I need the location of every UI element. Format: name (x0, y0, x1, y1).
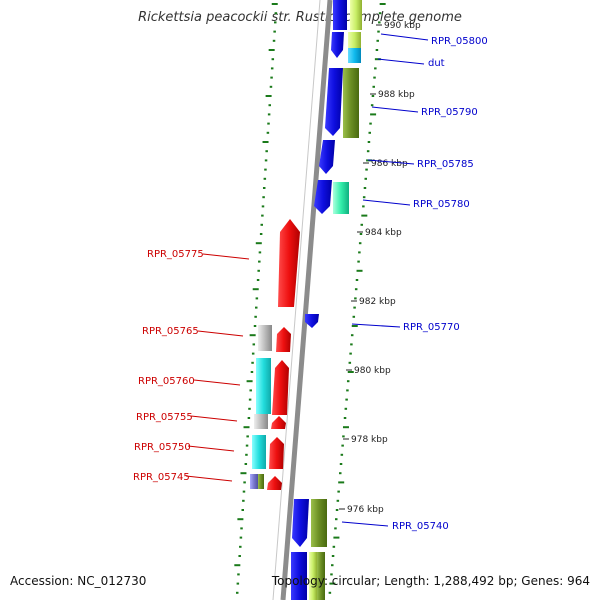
cog-rpr-05740 (311, 499, 327, 547)
cog-rpr-05750 (252, 435, 266, 469)
gene-leader-line (367, 159, 415, 165)
cds-rpr-05800 (333, 0, 347, 30)
genome-summary: Topology: circular; Length: 1,288,492 bp… (271, 574, 590, 588)
kbp-label: 976 kbp (347, 505, 384, 515)
cds-rpr-05740 (292, 499, 309, 547)
gene-label-reverse: RPR_05775 (147, 249, 204, 260)
gene-leader-line (197, 330, 244, 337)
gene-leader-line (362, 199, 411, 206)
cds-next-forward (291, 552, 307, 600)
cog-rpr-05745-a (250, 474, 258, 489)
genome-backbone (280, 0, 333, 600)
kbp-label: 990 kbp (384, 21, 421, 31)
kbp-label: 982 kbp (359, 297, 396, 307)
accession-label: Accession: NC_012730 (10, 574, 147, 588)
kbp-label: 984 kbp (365, 228, 402, 238)
cog-dut (348, 32, 361, 48)
gc-track-outer (328, 3, 386, 594)
cog-rpr-05765 (258, 325, 272, 351)
gene-leader-line (341, 521, 389, 527)
kbp-label: 988 kbp (378, 90, 415, 100)
gene-label-reverse: RPR_05750 (134, 442, 191, 453)
kbp-label: 980 kbp (354, 366, 391, 376)
cog-next-forward (309, 552, 317, 600)
genome-backbone-inner (272, 0, 321, 600)
cds-rpr-05760 (272, 360, 289, 415)
forward-cds-track (291, 0, 362, 600)
gene-leader-line (371, 106, 419, 113)
gene-label-forward: RPR_05800 (431, 36, 488, 47)
reverse-cds-track (250, 219, 300, 490)
gene-label-forward: RPR_05770 (403, 322, 460, 333)
cog-rpr-05780 (333, 182, 349, 214)
cds-rpr-05765 (276, 327, 291, 352)
cog-rpr-05760 (256, 358, 271, 414)
cds-rpr-05785 (319, 140, 335, 174)
gene-leader-line (193, 379, 241, 386)
gene-label-reverse: RPR_05765 (142, 326, 199, 337)
cog-rpr-05800 (350, 0, 362, 30)
cog-rpr-05755 (254, 414, 268, 429)
kbp-label: 978 kbp (351, 435, 388, 445)
cds-rpr-05800-b (331, 32, 344, 58)
gene-leader-line (377, 58, 425, 65)
gene-label-reverse: RPR_05755 (136, 412, 193, 423)
gene-leader-line (187, 445, 235, 452)
cds-rpr-05755 (271, 416, 286, 429)
cog-rpr-05745-b (258, 474, 264, 489)
cds-rpr-05745 (267, 476, 282, 490)
kbp-scale: 976 kbp 978 kbp 980 kbp 982 kbp 984 kbp 986 k… (339, 21, 421, 515)
reverse-gene-labels: RPR_05775 RPR_05765 RPR_05760 RPR_05755 RPR_… (133, 249, 250, 483)
cog-rpr-05790 (343, 68, 359, 138)
gene-leader-line (351, 323, 401, 328)
gene-leader-line (202, 253, 250, 260)
cds-rpr-05750 (269, 437, 284, 469)
cds-rpr-05770 (305, 314, 319, 328)
cds-rpr-05775 (278, 219, 300, 307)
gene-leader-line (190, 415, 238, 422)
gene-leader-line (185, 475, 233, 482)
cog-dut-b (348, 48, 361, 63)
gene-label-forward: RPR_05785 (417, 159, 474, 170)
cog-next-forward-b (317, 552, 325, 600)
gene-label-forward: RPR_05740 (392, 521, 449, 532)
cds-rpr-05790 (325, 68, 343, 136)
kbp-label: 986 kbp (371, 159, 408, 169)
gene-label-forward: RPR_05790 (421, 107, 478, 118)
gene-label-forward: dut (428, 58, 445, 69)
gene-label-forward: RPR_05780 (413, 199, 470, 210)
gene-label-reverse: RPR_05760 (138, 376, 195, 387)
gene-label-reverse: RPR_05745 (133, 472, 190, 483)
gc-track-inner (234, 3, 278, 594)
cds-rpr-05780 (314, 180, 332, 214)
gene-leader-line (380, 33, 429, 41)
